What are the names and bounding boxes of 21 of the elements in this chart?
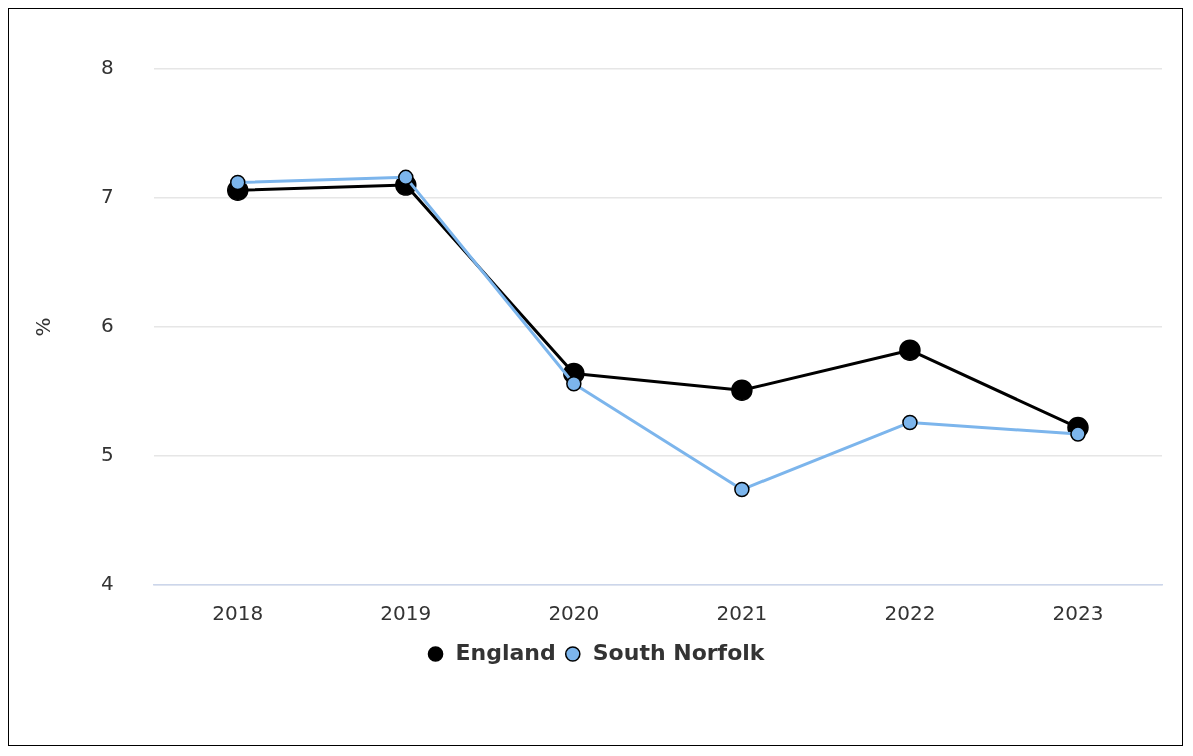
y-tick-label: 7	[100, 184, 114, 209]
point	[230, 174, 246, 191]
x-tick-label: 2022	[884, 601, 936, 626]
point	[566, 376, 582, 392]
y-tick-label: 6	[100, 313, 114, 338]
x-tick-label: 2019	[380, 601, 432, 626]
y-tick-label: 4	[100, 571, 114, 596]
x-tick-label: 2021	[716, 601, 768, 626]
point	[731, 379, 753, 401]
y-axis-title: %	[31, 317, 56, 337]
x-tick-label: 2023	[1052, 601, 1104, 626]
point	[902, 414, 918, 431]
point	[734, 481, 750, 498]
legend-label: South Norfolk	[592, 639, 766, 665]
y-tick-label: 5	[100, 442, 114, 467]
x-tick-label: 2018	[212, 601, 264, 626]
y-tick-label: 8	[100, 55, 114, 80]
legend-label: England	[455, 639, 556, 665]
point	[899, 339, 921, 361]
point	[398, 169, 414, 186]
x-tick-label: 2020	[548, 601, 600, 626]
